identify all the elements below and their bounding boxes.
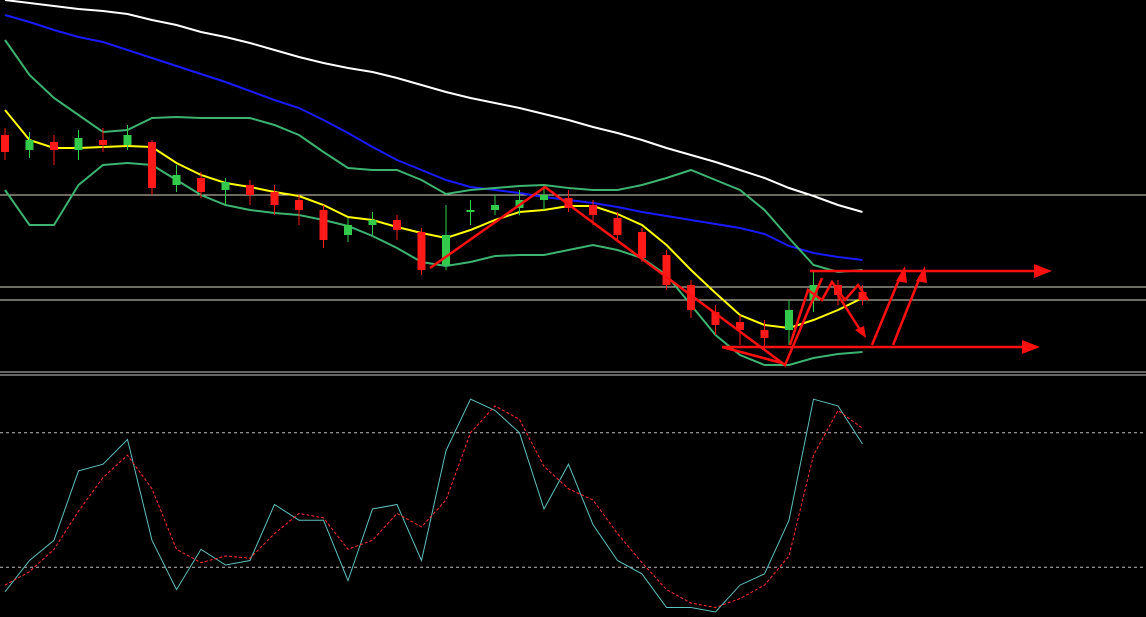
candle-body	[613, 218, 622, 235]
candle-body	[785, 310, 793, 330]
arrow-line	[891, 276, 922, 346]
candle-body	[25, 140, 34, 150]
candle-body	[638, 232, 646, 258]
candle-body	[197, 178, 205, 192]
candle-body	[711, 312, 720, 325]
indicator-line	[4, 14, 863, 261]
candle-body	[74, 138, 83, 150]
indicator-line	[4, 109, 863, 330]
arrow-line	[721, 345, 783, 365]
candle-body	[760, 330, 769, 338]
candle-body	[442, 235, 450, 265]
candle-body	[687, 285, 695, 310]
arrow-line	[870, 276, 902, 346]
candle-body	[540, 195, 548, 200]
arrow-head	[1022, 340, 1040, 354]
arrow-head	[1034, 264, 1052, 278]
candle-body	[295, 200, 303, 210]
candle-body	[417, 232, 426, 270]
candle-body	[662, 255, 671, 285]
candle-body	[491, 205, 499, 210]
indicator-line	[4, 398, 863, 613]
candle-body	[344, 225, 352, 235]
candle-body	[736, 322, 744, 330]
arrow-heads	[855, 264, 1052, 354]
arrow-line	[836, 294, 864, 334]
indicator-line	[4, 39, 863, 274]
candle-body	[466, 210, 475, 212]
candle-body	[123, 135, 132, 145]
candle-body	[50, 142, 58, 150]
zigzag-annotation	[788, 279, 870, 346]
candle-body	[368, 220, 377, 225]
candle-body	[148, 142, 156, 188]
candle-body	[221, 182, 230, 190]
indicator-line	[4, 0, 863, 213]
candle-body	[858, 292, 867, 300]
candle-body	[393, 220, 401, 230]
arrow-head	[855, 326, 866, 338]
candle-body	[246, 185, 254, 195]
arrow-head	[916, 266, 927, 283]
indicator-line	[4, 405, 863, 609]
candle-body	[172, 175, 181, 185]
candle-body	[589, 205, 597, 215]
arrow-head	[896, 266, 907, 283]
candle-body	[99, 140, 107, 145]
candle-body	[319, 210, 328, 240]
candle-body	[1, 135, 9, 152]
zigzag-annotation	[429, 185, 824, 367]
candle-body	[270, 192, 279, 205]
